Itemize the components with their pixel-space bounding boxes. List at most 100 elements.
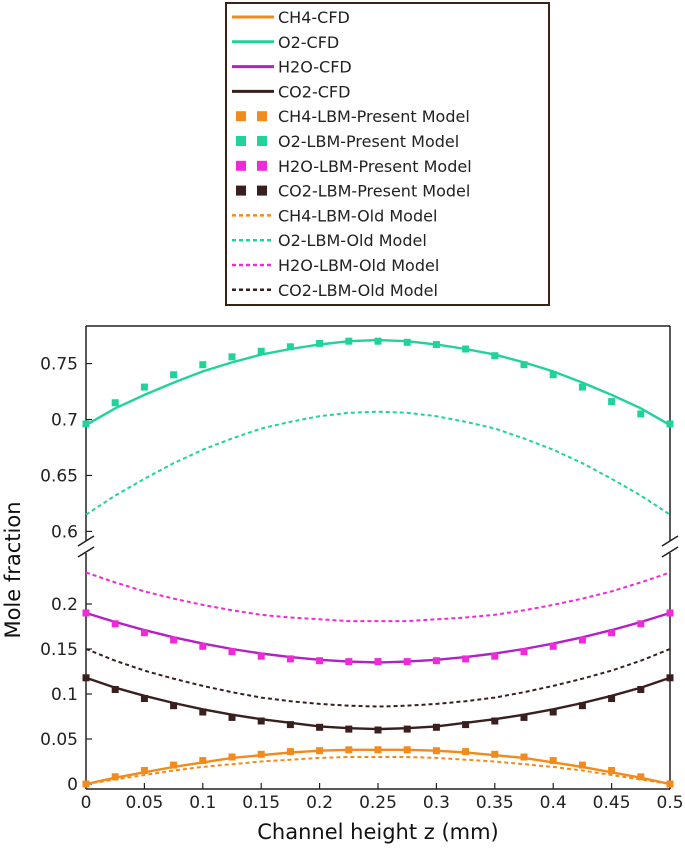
data-point: [82, 420, 90, 428]
x-tick-label: 0.45: [593, 793, 631, 813]
data-point: [462, 655, 470, 663]
y-tick-label: 0.75: [40, 355, 78, 375]
data-point: [549, 708, 557, 716]
data-point: [345, 725, 353, 733]
y-tick-label: 0.2: [51, 595, 78, 615]
data-point: [170, 761, 178, 769]
legend-entry-co2-lbm-old-model: CO2-LBM-Old Model: [232, 281, 438, 300]
data-point: [286, 721, 294, 729]
data-point: [432, 657, 440, 665]
data-point: [140, 767, 148, 774]
series-line-co2-lbm-old-model: [85, 648, 671, 708]
x-axis-label: Channel height z (mm): [257, 820, 499, 844]
data-point: [140, 629, 148, 637]
data-point: [257, 750, 265, 758]
x-tick-label: 0.3: [423, 793, 450, 813]
data-point: [316, 723, 324, 731]
legend-entry-o2-lbm-present-model: O2-LBM-Present Model: [236, 132, 459, 151]
data-point: [286, 748, 294, 756]
y-tick-label: 0.15: [40, 640, 78, 660]
data-point: [666, 780, 674, 788]
legend-entry-ch4-cfd: CH4-CFD: [232, 8, 350, 27]
data-point: [170, 371, 178, 379]
data-point: [316, 747, 324, 755]
legend-swatch-marker: [236, 160, 246, 171]
legend-entry-o2-cfd: O2-CFD: [232, 33, 339, 52]
data-point: [374, 746, 382, 754]
data-point: [462, 345, 470, 353]
axis-break-mark-left: [77, 546, 95, 558]
series-ch4-lbm-present-model: [82, 746, 674, 788]
legend-entry-h2o-lbm-old-model: H2O-LBM-Old Model: [232, 256, 439, 275]
data-point: [111, 399, 119, 407]
data-point: [520, 361, 528, 369]
data-point: [520, 753, 528, 761]
data-point: [608, 629, 616, 637]
data-point: [170, 702, 178, 710]
data-point: [637, 620, 645, 628]
data-point: [403, 746, 411, 754]
data-point: [257, 652, 265, 660]
legend-swatch-marker: [236, 111, 246, 122]
x-tick-label: 0: [81, 793, 92, 813]
data-point: [608, 695, 616, 702]
x-tick-label: 0.2: [306, 793, 333, 813]
data-point: [82, 674, 90, 682]
data-point: [432, 747, 440, 755]
legend-swatch-marker: [236, 185, 246, 196]
legend-swatch-marker: [257, 160, 267, 171]
data-point: [666, 674, 674, 682]
y-axis-label: Mole fraction: [1, 501, 25, 638]
legend-label: O2-CFD: [278, 33, 339, 52]
data-point: [374, 658, 382, 666]
legend-label: H2O-LBM-Present Model: [278, 157, 472, 176]
y-tick-label: 0.65: [40, 466, 78, 486]
data-point: [520, 648, 528, 656]
x-tick-label: 0.25: [359, 793, 397, 813]
data-point: [403, 725, 411, 733]
data-point: [637, 773, 645, 781]
legend-label: CO2-CFD: [278, 82, 350, 101]
y-tick-label: 0.6: [51, 522, 78, 542]
legend-label: O2-LBM-Old Model: [278, 231, 427, 250]
legend-entry-co2-lbm-present-model: CO2-LBM-Present Model: [236, 182, 470, 201]
data-point: [637, 410, 645, 418]
data-point: [520, 713, 528, 721]
data-point: [257, 347, 265, 355]
data-point: [578, 383, 586, 391]
data-point: [316, 657, 324, 665]
data-point: [491, 652, 499, 660]
data-point: [462, 748, 470, 756]
legend-entry-o2-lbm-old-model: O2-LBM-Old Model: [232, 231, 427, 250]
legend-swatch-marker: [236, 136, 246, 146]
axis-break-mark-right: [661, 546, 679, 558]
data-point: [140, 383, 148, 391]
axis-break-mark-right: [661, 535, 679, 547]
x-tick-label: 0.05: [125, 793, 163, 813]
legend-entry-h2o-lbm-present-model: H2O-LBM-Present Model: [236, 157, 472, 176]
y-tick-label: 0.7: [51, 411, 78, 431]
data-point: [345, 658, 353, 666]
data-point: [286, 655, 294, 663]
data-point: [316, 339, 324, 347]
data-point: [228, 753, 236, 761]
data-point: [549, 757, 557, 765]
data-point: [111, 686, 119, 693]
legend-label: H2O-LBM-Old Model: [278, 256, 439, 275]
data-point: [432, 341, 440, 349]
data-point: [491, 717, 499, 725]
series-line-ch4-lbm-old-model: [85, 756, 671, 785]
data-point: [578, 702, 586, 710]
legend-label: CO2-LBM-Present Model: [278, 182, 470, 201]
data-point: [608, 767, 616, 774]
legend-label: O2-LBM-Present Model: [278, 132, 459, 151]
legend-label: CH4-LBM-Present Model: [278, 107, 470, 126]
y-tick-label: 0.05: [40, 730, 78, 750]
data-point: [549, 371, 557, 379]
legend-box: [225, 2, 550, 306]
data-point: [608, 398, 616, 406]
data-point: [228, 713, 236, 721]
data-point: [82, 609, 90, 617]
legend-swatch-marker: [257, 111, 267, 122]
